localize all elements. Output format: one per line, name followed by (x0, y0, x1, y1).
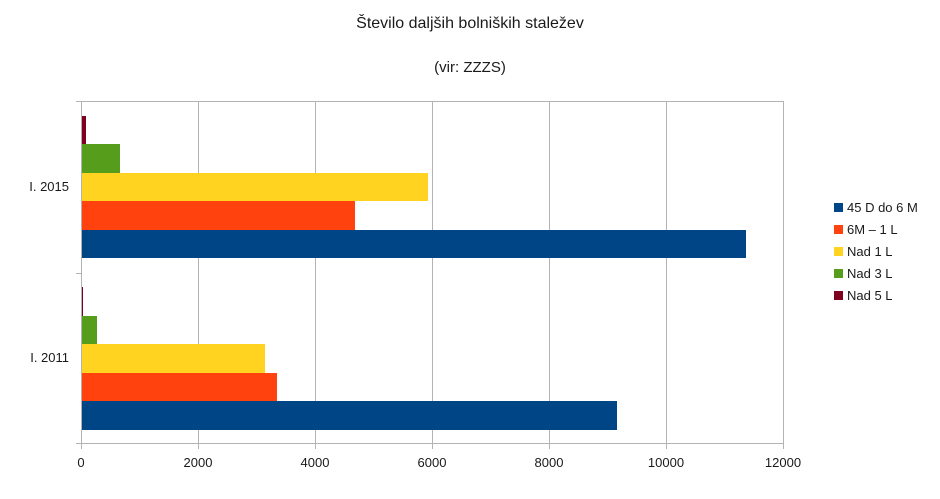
legend-item: 6M – 1 L (834, 218, 918, 240)
bar (82, 144, 121, 173)
gridline (198, 101, 199, 444)
bar (82, 344, 266, 373)
x-tick (198, 444, 199, 449)
bar (82, 401, 617, 430)
y-tick (76, 101, 81, 102)
x-axis (76, 443, 783, 444)
legend-swatch (834, 268, 843, 278)
bar (82, 372, 278, 401)
x-tick-label: 0 (77, 455, 85, 470)
legend-item: Nad 5 L (834, 284, 918, 306)
bar (82, 229, 746, 258)
legend-item: Nad 3 L (834, 262, 918, 284)
x-tick-label: 10000 (647, 455, 685, 470)
category-label: I. 2015 (29, 178, 69, 194)
gridline (783, 101, 784, 444)
x-tick (783, 444, 784, 449)
gridline (549, 101, 550, 444)
bar (82, 201, 356, 230)
x-tick (549, 444, 550, 449)
legend-swatch (834, 224, 843, 234)
chart-title: Število daljših bolniških staležev (356, 15, 584, 32)
x-tick-label: 12000 (764, 455, 802, 470)
gridline (666, 101, 667, 444)
gridline (432, 101, 433, 444)
legend-label: Nad 1 L (847, 243, 893, 259)
legend-label: Nad 5 L (847, 287, 893, 303)
legend-label: 45 D do 6 M (847, 199, 918, 215)
gridline (315, 101, 316, 444)
legend-item: Nad 1 L (834, 240, 918, 262)
x-tick (315, 444, 316, 449)
x-tick-label: 8000 (534, 455, 564, 470)
bar (82, 115, 87, 144)
category-label: I. 2011 (30, 350, 69, 366)
y-axis (81, 101, 82, 448)
legend: 45 D do 6 M 6M – 1 L Nad 1 L Nad 3 L Nad 5 L (834, 196, 918, 306)
x-tick (81, 444, 82, 449)
legend-swatch (834, 246, 843, 256)
bar (82, 172, 429, 201)
legend-item: 45 D do 6 M (834, 196, 918, 218)
legend-swatch (834, 202, 843, 212)
x-tick (432, 444, 433, 449)
legend-swatch (834, 290, 843, 300)
legend-label: Nad 3 L (847, 265, 893, 281)
legend-label: 6M – 1 L (847, 221, 898, 237)
plot-area (76, 101, 784, 449)
chart-subtitle: (vir: ZZZS) (434, 59, 506, 76)
x-tick (666, 444, 667, 449)
bar (82, 315, 97, 344)
x-tick-label: 6000 (417, 455, 447, 470)
x-tick-label: 2000 (183, 455, 213, 470)
x-tick-label: 4000 (300, 455, 330, 470)
y-tick (76, 272, 81, 274)
bar (82, 287, 84, 316)
